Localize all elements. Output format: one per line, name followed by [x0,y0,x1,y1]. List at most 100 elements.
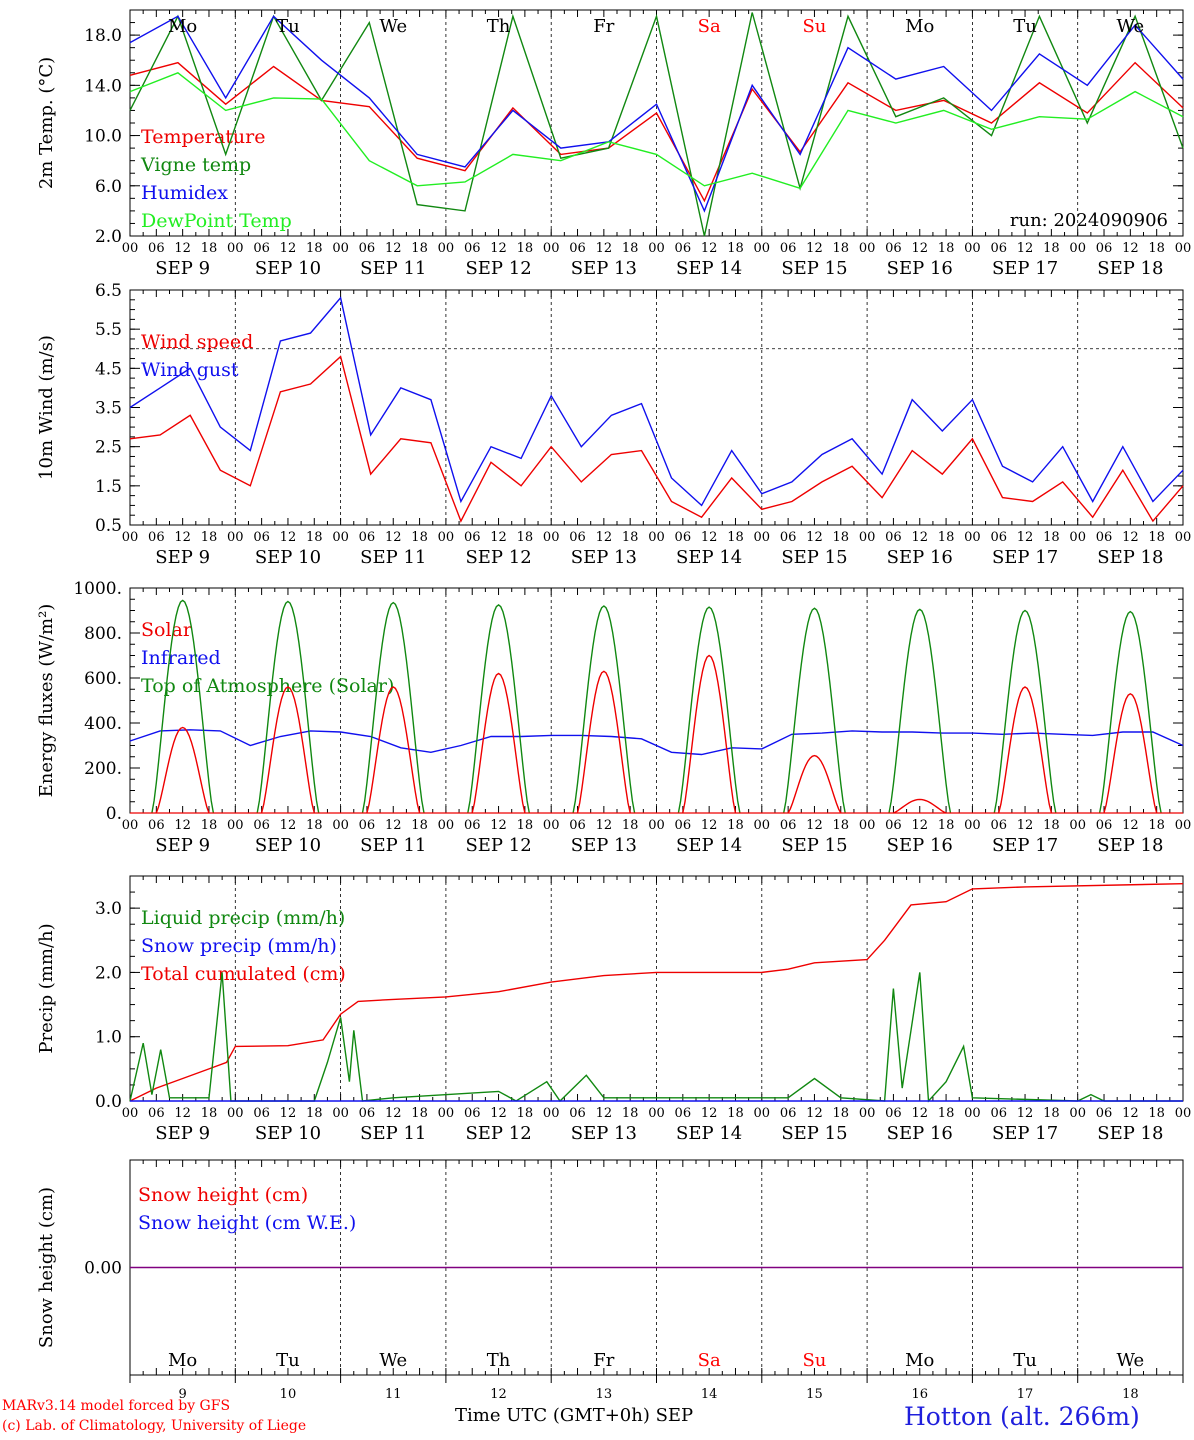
energy-hour-label: 06 [780,818,797,833]
wind-hour-label: 06 [464,530,481,545]
energy-date-label: SEP 12 [465,835,531,856]
energy-hour-label: 18 [306,818,323,833]
temp-hour-label: 18 [622,241,639,256]
energy-hour-label: 18 [1043,818,1060,833]
precip-hour-label: 12 [806,1106,823,1121]
energy-hour-label: 00 [754,818,771,833]
temp-hour-label: 12 [174,241,191,256]
temp-ytick-label: 18.0 [84,26,122,46]
time-axis-title: Time UTC (GMT+0h) SEP [455,1405,694,1426]
precip-hour-label: 18 [622,1106,639,1121]
bottom-day-number: 12 [490,1387,507,1402]
wind-hour-label: 18 [727,530,744,545]
temp-hour-label: 12 [806,241,823,256]
precip-hour-label: 00 [859,1106,876,1121]
energy-hour-label: 18 [622,818,639,833]
wind-hour-label: 12 [174,530,191,545]
energy-ytick-label: 0. [106,804,122,824]
energy-axis-label: Energy fluxes (W/m²) [36,604,57,798]
precip-hour-label: 12 [701,1106,718,1121]
wind-hour-label: 00 [1175,530,1192,545]
wind-hour-label: 18 [1148,530,1165,545]
wind-hour-label: 00 [648,530,665,545]
precip-date-label: SEP 11 [360,1123,426,1144]
energy-hour-label: 12 [174,818,191,833]
temp-ytick-label: 14.0 [84,76,122,96]
temp-hour-label: 00 [648,241,665,256]
energy-hour-label: 00 [438,818,455,833]
energy-hour-label: 18 [411,818,428,833]
wind-hour-label: 00 [122,530,139,545]
energy-series-infrared [129,729,1184,756]
energy-hour-label: 00 [227,818,244,833]
energy-series-solar [366,686,421,814]
energy-date-label: SEP 17 [992,835,1058,856]
wind-date-label: SEP 12 [465,547,531,568]
temp-ytick-label: 2.0 [95,227,122,247]
precip-date-label: SEP 18 [1097,1123,1163,1144]
wind-hour-label: 18 [833,530,850,545]
bottom-weekday-label: Mo [168,1350,197,1371]
wind-ytick-label: 6.5 [95,281,122,301]
precip-hour-label: 00 [1175,1106,1192,1121]
wind-hour-label: 06 [253,530,270,545]
energy-legend-entry: Solar [141,619,193,641]
wind-hour-label: 00 [964,530,981,545]
temp-legend-entry: DewPoint Temp [141,210,292,232]
temp-weekday-label: Su [802,16,826,37]
energy-series-toa [572,605,636,814]
temp-hour-label: 06 [569,241,586,256]
wind-ytick-label: 5.5 [95,320,122,340]
bottom-weekday-label: Th [487,1350,511,1371]
precip-ytick-label: 0.0 [95,1092,122,1112]
energy-hour-label: 00 [964,818,981,833]
energy-series-solar [682,654,737,814]
bottom-weekday-label: We [379,1350,407,1371]
temp-hour-label: 12 [490,241,507,256]
wind-hour-label: 12 [911,530,928,545]
energy-series-toa [467,604,530,814]
wind-date-label: SEP 15 [781,547,847,568]
energy-hour-label: 12 [701,818,718,833]
precip-axis-label: Precip (mm/h) [36,923,57,1053]
energy-hour-label: 00 [1069,818,1086,833]
energy-series-solar [998,686,1053,814]
temp-axis-label: 2m Temp. (°C) [36,57,57,189]
temp-date-label: SEP 16 [887,258,953,279]
energy-ytick-label: 800. [84,624,122,644]
temp-hour-label: 18 [411,241,428,256]
snow-ytick-label: 0.00 [84,1259,122,1279]
bottom-day-number: 9 [179,1387,187,1402]
wind-hour-label: 12 [385,530,402,545]
energy-series-toa [677,606,741,814]
energy-hour-label: 06 [569,818,586,833]
temp-series-temperature [129,61,1184,203]
precip-hour-label: 18 [201,1106,218,1121]
temp-hour-label: 06 [148,241,165,256]
temp-hour-label: 18 [1043,241,1060,256]
temp-hour-label: 18 [938,241,955,256]
temp-date-label: SEP 9 [155,258,210,279]
wind-date-label: SEP 17 [992,547,1058,568]
energy-series-solar [576,670,631,814]
precip-ytick-label: 2.0 [95,963,122,983]
precip-legend-entry: Liquid precip (mm/h) [141,907,345,929]
bottom-weekday-label: Su [802,1350,826,1371]
temp-weekday-label: Tu [1013,16,1037,37]
energy-ytick-label: 600. [84,669,122,689]
snow-height-panel: 0.00 Snow height (cm) Snow height (cm) Snow… [36,1159,1184,1402]
temp-date-label: SEP 14 [676,258,742,279]
temp-weekday-label: Tu [276,16,300,37]
wind-hour-label: 00 [543,530,560,545]
energy-hour-label: 00 [122,818,139,833]
temp-hour-label: 00 [438,241,455,256]
precip-hour-label: 00 [122,1106,139,1121]
wind-hour-label: 06 [990,530,1007,545]
wind-hour-label: 00 [227,530,244,545]
energy-series-solar [893,798,947,814]
precip-date-label: SEP 14 [676,1123,742,1144]
temp-weekday-label: Mo [905,16,934,37]
precip-hour-label: 06 [359,1106,376,1121]
wind-ytick-label: 0.5 [95,516,122,536]
